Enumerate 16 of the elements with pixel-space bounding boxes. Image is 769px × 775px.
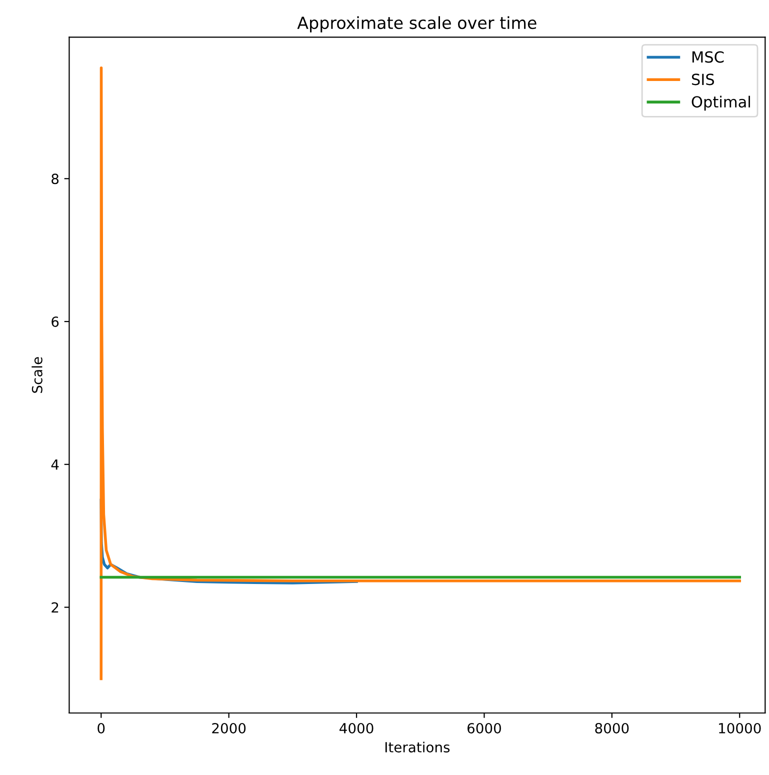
chart-title: Approximate scale over time	[297, 16, 536, 32]
x-tick-label: 4000	[340, 722, 374, 734]
y-tick-label: 4	[51, 460, 59, 470]
x-tick-label: 0	[98, 722, 105, 734]
legend-label: SIS	[692, 74, 714, 86]
y-tick-label: 8	[52, 174, 59, 184]
x-tick-label: 10000	[719, 722, 761, 734]
x-tick-label: 8000	[595, 722, 629, 734]
legend-label: MSC	[692, 51, 724, 63]
x-tick-label: 2000	[212, 722, 246, 734]
x-axis-title: Iterations	[385, 742, 450, 752]
y-axis-title: Scale	[32, 357, 42, 393]
y-tick-label: 2	[52, 602, 58, 613]
y-tick-label: 6	[52, 316, 59, 327]
legend-label: Optimal	[692, 96, 750, 111]
x-tick-label: 6000	[468, 722, 501, 734]
